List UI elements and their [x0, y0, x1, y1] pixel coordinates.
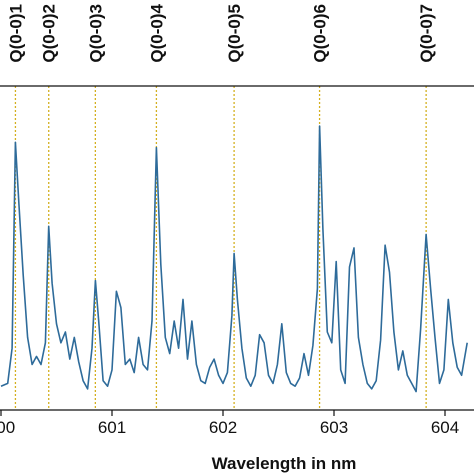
peak-label: Q(0-0)6 [311, 4, 330, 63]
x-tick-label: 601 [98, 418, 126, 437]
peak-label: Q(0-0)7 [417, 4, 436, 63]
x-axis-ticks: 600 601 602 603 604 [0, 410, 459, 437]
x-tick-label: 603 [320, 418, 348, 437]
peak-markers: Q(0-0)1 Q(0-0)2 Q(0-0)3 Q(0-0)4 Q(0-0)5 Q(0-0… [6, 3, 436, 410]
peak-label: Q(0-0)3 [86, 4, 105, 63]
peak-label: Q(0-0)4 [147, 3, 166, 62]
peak-label: Q(0-0)1 [6, 4, 25, 63]
x-tick-label: 602 [209, 418, 237, 437]
peak-label: Q(0-0)5 [225, 4, 244, 63]
x-tick-label: 600 [0, 418, 15, 437]
x-tick-label: 604 [431, 418, 459, 437]
peak-label: Q(0-0)2 [40, 4, 59, 63]
series-line [0, 125, 468, 393]
x-axis-title: Wavelength in nm [212, 454, 357, 473]
